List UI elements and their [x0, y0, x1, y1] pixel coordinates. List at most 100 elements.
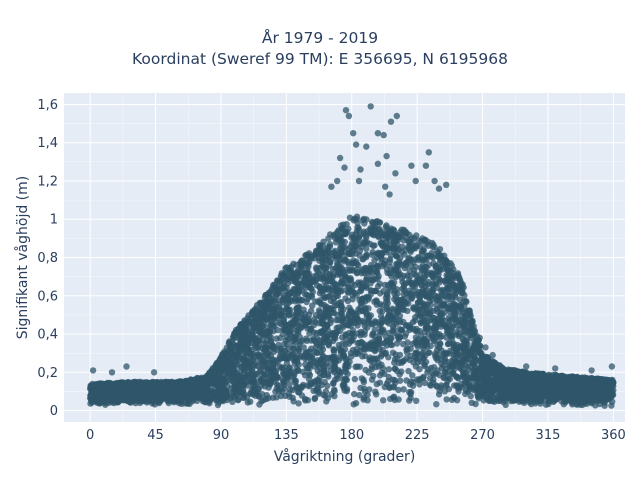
data-point — [400, 357, 407, 364]
data-point — [329, 266, 337, 273]
data-point — [322, 392, 329, 400]
data-point — [271, 298, 278, 305]
data-point — [482, 379, 489, 387]
data-point — [339, 382, 346, 389]
data-point — [294, 307, 301, 315]
data-point — [424, 269, 431, 276]
x-tick-label: 0 — [86, 428, 94, 443]
data-point — [404, 345, 411, 352]
x-tick-label: 225 — [405, 428, 430, 443]
data-point — [356, 288, 364, 295]
data-point — [326, 270, 333, 278]
x-tick-label: 360 — [601, 428, 626, 443]
data-point — [395, 359, 402, 367]
data-point — [276, 353, 284, 360]
data-point — [280, 369, 287, 377]
data-point — [356, 391, 363, 399]
data-point — [424, 366, 432, 373]
data-point — [356, 363, 363, 370]
data-point — [407, 247, 414, 254]
data-point — [341, 238, 348, 246]
data-point — [339, 287, 346, 294]
data-point — [354, 269, 361, 276]
chart-title-line-2: Koordinat (Sweref 99 TM): E 356695, N 61… — [132, 50, 508, 68]
data-point — [381, 383, 388, 391]
data-point — [438, 332, 445, 340]
data-point — [299, 383, 306, 390]
data-point — [389, 349, 397, 356]
data-point — [247, 398, 254, 405]
y-tick-label: 0,4 — [37, 328, 58, 343]
data-point — [435, 275, 443, 283]
data-point — [295, 400, 302, 407]
data-point — [453, 331, 460, 338]
data-point — [382, 333, 390, 340]
data-point — [452, 319, 460, 327]
data-point — [317, 299, 324, 307]
y-tick-label: 0,8 — [37, 251, 58, 266]
data-point — [319, 259, 326, 266]
data-point — [289, 394, 296, 401]
data-point — [401, 229, 409, 237]
data-points — [87, 103, 617, 409]
data-point — [318, 275, 325, 283]
data-point — [415, 237, 422, 244]
x-tick-label: 45 — [147, 428, 164, 443]
data-point — [438, 382, 445, 389]
data-point — [384, 293, 391, 300]
data-point — [458, 319, 465, 327]
data-point — [416, 271, 424, 278]
data-point — [319, 320, 326, 328]
data-point — [366, 313, 373, 320]
data-point — [400, 340, 407, 348]
data-point — [342, 256, 349, 264]
data-point — [391, 329, 398, 336]
data-point — [334, 328, 341, 335]
data-point — [325, 342, 332, 349]
data-point — [240, 366, 248, 374]
data-point — [403, 259, 410, 266]
data-point — [349, 309, 356, 316]
data-point — [386, 384, 393, 391]
data-point — [327, 319, 334, 326]
data-point — [363, 216, 370, 223]
data-point — [396, 377, 404, 384]
data-point — [462, 390, 469, 398]
data-point — [416, 381, 423, 388]
data-point — [445, 340, 452, 348]
data-point — [325, 363, 332, 370]
data-point — [313, 264, 320, 271]
data-point — [385, 229, 392, 237]
data-point — [281, 273, 288, 281]
x-axis-title: Vågriktning (grader) — [274, 448, 416, 465]
data-point — [400, 386, 407, 393]
data-point — [288, 263, 295, 270]
data-point — [291, 360, 299, 367]
data-point — [457, 287, 464, 294]
data-point — [288, 289, 295, 296]
data-point — [409, 340, 416, 348]
y-tick-label: 0 — [50, 404, 58, 419]
y-tick-label: 1 — [50, 213, 58, 228]
data-point — [184, 400, 191, 407]
data-point — [351, 289, 358, 296]
data-point — [360, 376, 367, 384]
data-point — [306, 372, 314, 379]
data-point — [350, 401, 357, 408]
data-point — [393, 286, 401, 293]
data-point — [357, 348, 364, 355]
data-point — [330, 380, 337, 387]
data-point — [449, 302, 457, 309]
data-point — [467, 392, 474, 400]
data-point — [443, 396, 450, 403]
y-tick-label: 0,2 — [37, 366, 58, 381]
chart-title-line-1: År 1979 - 2019 — [261, 29, 379, 47]
x-tick-label: 180 — [339, 428, 364, 443]
data-point — [295, 329, 302, 336]
data-point — [315, 390, 322, 397]
data-point — [245, 377, 252, 385]
data-point — [286, 381, 293, 388]
data-point — [472, 358, 479, 365]
data-point — [305, 250, 313, 257]
